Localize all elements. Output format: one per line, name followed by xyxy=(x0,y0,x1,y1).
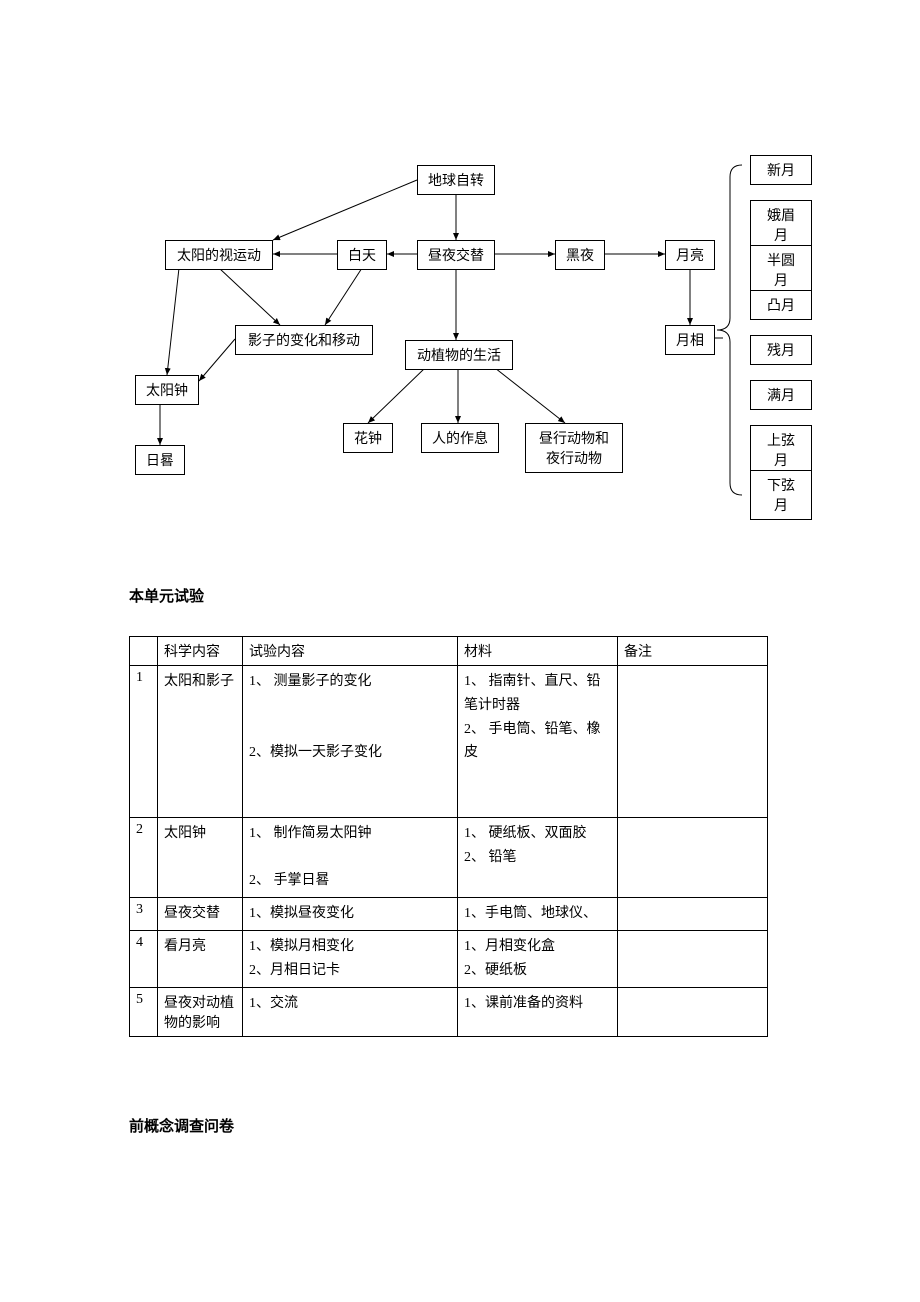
flowchart-diagram: 地球自转太阳的视运动 白天昼夜交替 黑夜 月亮影子的变化和移动动植物的生活 月相太阳钟日… xyxy=(125,155,845,535)
table-row: 1太阳和影子1、 测量影子的变化 2、模拟一天影子变化 1、 指南针、直尺、铅笔… xyxy=(130,666,768,818)
table-cell: 1、模拟昼夜变化 xyxy=(243,898,458,931)
experiments-table: 科学内容试验内容材料备注 1太阳和影子1、 测量影子的变化 2、模拟一天影子变化… xyxy=(129,636,768,1037)
flowchart-node-human_life: 人的作息 xyxy=(421,423,499,453)
table-cell: 1 xyxy=(130,666,158,818)
table-header-row: 科学内容试验内容材料备注 xyxy=(130,637,768,666)
moon-phase-7: 下弦月 xyxy=(750,470,812,520)
table-header-cell: 备注 xyxy=(618,637,768,666)
section-title-experiments: 本单元试验 xyxy=(129,585,204,606)
table-cell: 昼夜交替 xyxy=(158,898,243,931)
table-cell xyxy=(618,666,768,818)
moon-phase-3: 凸月 xyxy=(750,290,812,320)
flowchart-node-animals: 昼行动物和夜行动物 xyxy=(525,423,623,473)
table-cell: 看月亮 xyxy=(158,930,243,987)
table-cell: 太阳钟 xyxy=(158,817,243,897)
table-cell: 3 xyxy=(130,898,158,931)
table-cell: 4 xyxy=(130,930,158,987)
table-cell: 2 xyxy=(130,817,158,897)
section-title-survey: 前概念调查问卷 xyxy=(129,1115,234,1136)
table-row: 2太阳钟1、 制作简易太阳钟 2、 手掌日晷1、 硬纸板、双面胶2、 铅笔 xyxy=(130,817,768,897)
flowchart-node-earth_rotation: 地球自转 xyxy=(417,165,495,195)
flowchart-node-sun_clock: 太阳钟 xyxy=(135,375,199,405)
table-row: 4看月亮1、模拟月相变化2、月相日记卡1、月相变化盒2、硬纸板 xyxy=(130,930,768,987)
table-header-cell: 科学内容 xyxy=(158,637,243,666)
table-header-cell: 试验内容 xyxy=(243,637,458,666)
moon-phase-5: 满月 xyxy=(750,380,812,410)
flowchart-node-daytime: 白天 xyxy=(337,240,387,270)
moon-phase-0: 新月 xyxy=(750,155,812,185)
table-cell: 1、月相变化盒2、硬纸板 xyxy=(458,930,618,987)
table-cell: 太阳和影子 xyxy=(158,666,243,818)
table-cell: 昼夜对动植物的影响 xyxy=(158,987,243,1036)
flowchart-node-sundial: 日晷 xyxy=(135,445,185,475)
flowchart-node-moon_phase: 月相 xyxy=(665,325,715,355)
flowchart-node-sun_motion: 太阳的视运动 xyxy=(165,240,273,270)
table-cell: 1、 指南针、直尺、铅笔计时器2、 手电筒、铅笔、橡皮 xyxy=(458,666,618,818)
table-cell: 1、 制作简易太阳钟 2、 手掌日晷 xyxy=(243,817,458,897)
table-cell: 1、 测量影子的变化 2、模拟一天影子变化 xyxy=(243,666,458,818)
table-cell: 1、课前准备的资料 xyxy=(458,987,618,1036)
table-row: 3昼夜交替1、模拟昼夜变化1、手电筒、地球仪、 xyxy=(130,898,768,931)
table-cell xyxy=(618,930,768,987)
flowchart-node-life: 动植物的生活 xyxy=(405,340,513,370)
table-cell: 1、 硬纸板、双面胶2、 铅笔 xyxy=(458,817,618,897)
table-cell: 1、模拟月相变化2、月相日记卡 xyxy=(243,930,458,987)
table-body: 1太阳和影子1、 测量影子的变化 2、模拟一天影子变化 1、 指南针、直尺、铅笔… xyxy=(130,666,768,1037)
flowchart-node-moon: 月亮 xyxy=(665,240,715,270)
flowchart-node-day_night_alt: 昼夜交替 xyxy=(417,240,495,270)
table-cell: 5 xyxy=(130,987,158,1036)
table-cell xyxy=(618,817,768,897)
table-cell xyxy=(618,987,768,1036)
flowchart-node-shadow_change: 影子的变化和移动 xyxy=(235,325,373,355)
flowchart-node-night: 黑夜 xyxy=(555,240,605,270)
flowchart-node-flower_clock: 花钟 xyxy=(343,423,393,453)
table-row: 5昼夜对动植物的影响1、交流1、课前准备的资料 xyxy=(130,987,768,1036)
table-header-cell: 材料 xyxy=(458,637,618,666)
table-cell xyxy=(618,898,768,931)
table-cell: 1、手电筒、地球仪、 xyxy=(458,898,618,931)
table-header-cell xyxy=(130,637,158,666)
moon-phase-1: 娥眉月 xyxy=(750,200,812,250)
moon-phase-6: 上弦月 xyxy=(750,425,812,475)
moon-phase-2: 半圆月 xyxy=(750,245,812,295)
moon-phase-4: 残月 xyxy=(750,335,812,365)
table-cell: 1、交流 xyxy=(243,987,458,1036)
